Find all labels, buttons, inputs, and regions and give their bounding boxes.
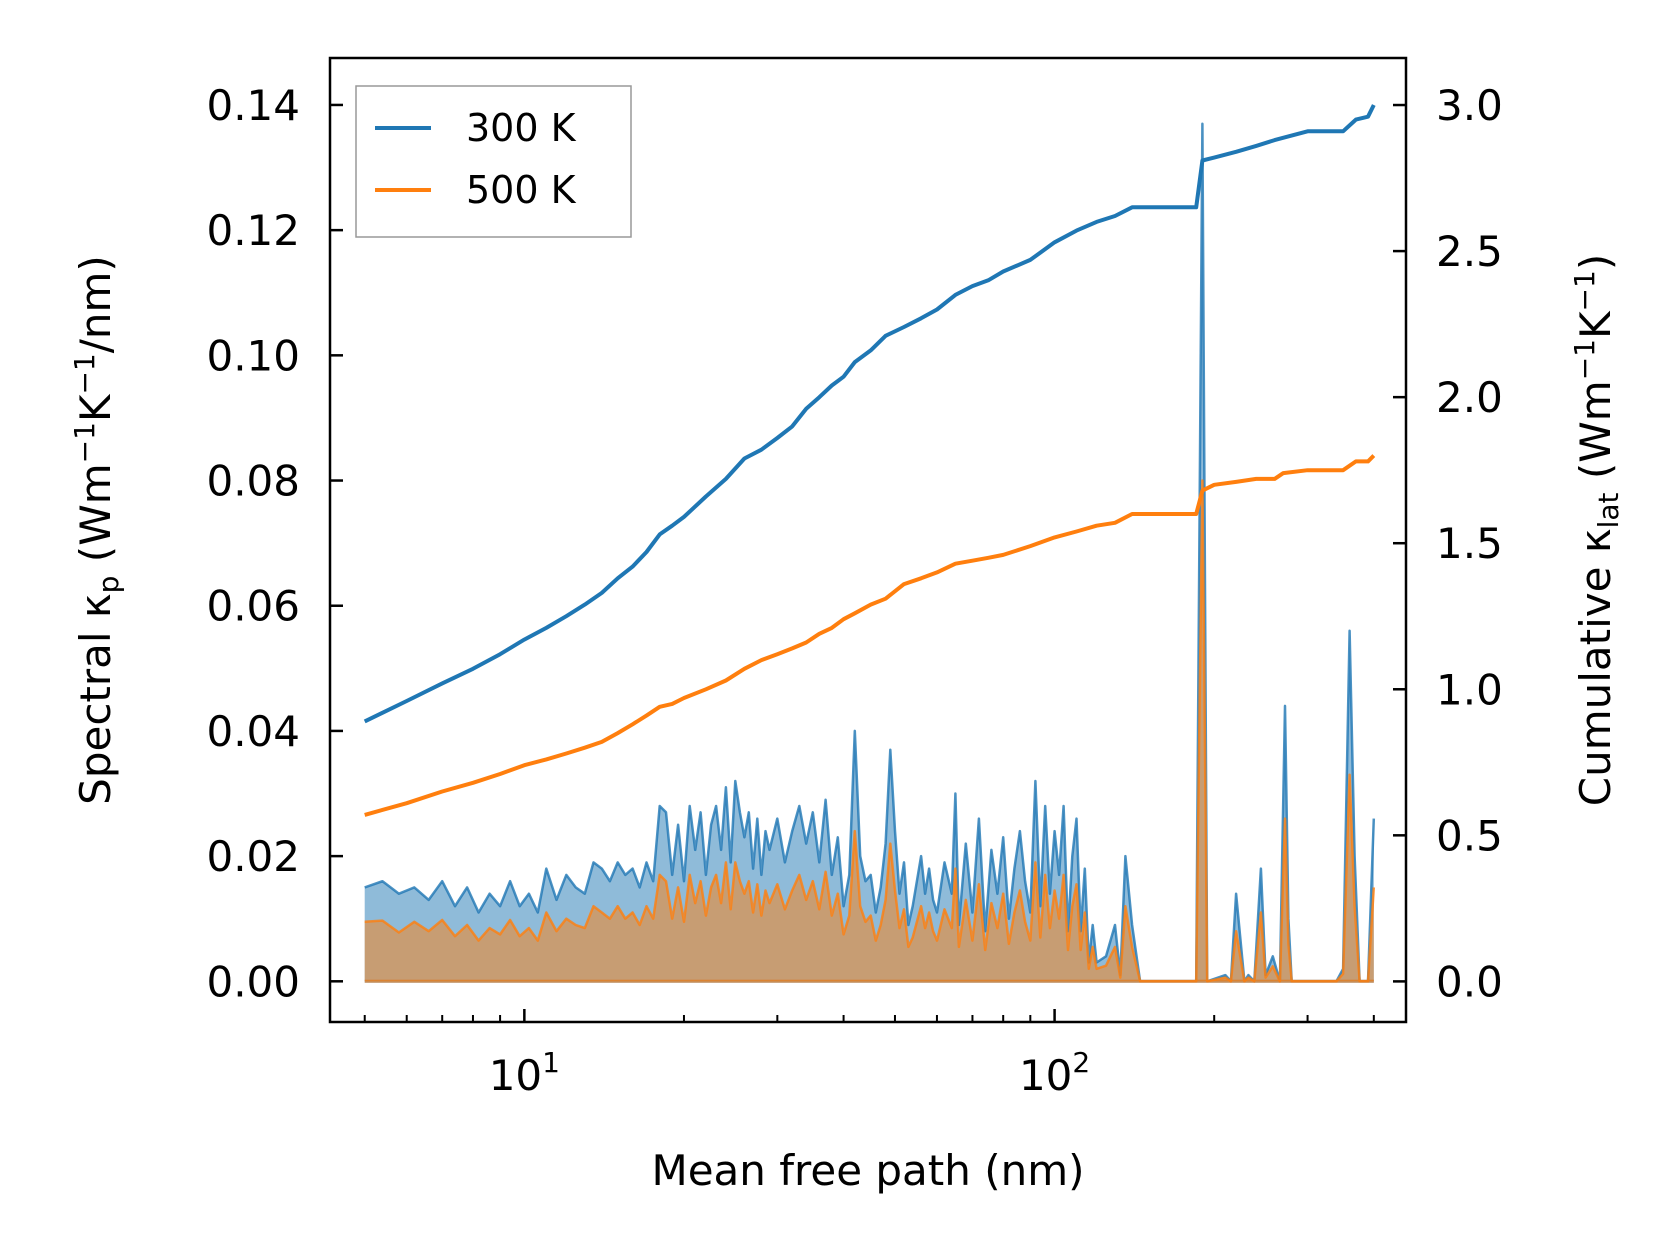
spectral-area-0: [364, 123, 1374, 982]
y-right-tick-label-6: 3.0: [1436, 81, 1503, 130]
y-right-tick-label-3: 1.5: [1436, 519, 1503, 568]
x-tick-label-exp: 1: [542, 1046, 560, 1079]
y-left-tick-label-3: 0.06: [206, 582, 300, 631]
y-right-tick-label-5: 2.5: [1436, 227, 1503, 276]
spectral-fill-group: [364, 122, 1376, 983]
y-left-label-sup1: −1: [68, 422, 101, 463]
y-left-tick-label-6: 0.12: [206, 206, 300, 255]
legend: 300 K 500 K: [355, 85, 632, 238]
y-left-tick-label-5: 0.10: [206, 331, 300, 380]
legend-box: [355, 85, 632, 238]
x-tick-label-0: 101: [489, 1046, 560, 1100]
y-left-label-unit-post: /nm): [71, 255, 120, 353]
y-left-label-main: Spectral κ: [71, 593, 120, 805]
y-left-tick-label-7: 0.14: [206, 81, 300, 130]
y-left-label-unit-pre: (Wm: [71, 463, 120, 575]
y-right-tick-label-2: 1.0: [1436, 665, 1503, 714]
x-tick-label-exp: 2: [1072, 1046, 1090, 1079]
y-right-label-unit-post: ): [1571, 254, 1620, 270]
y-left-label-unit-mid: K: [71, 393, 120, 422]
legend-label-300k: 300 K: [466, 106, 577, 150]
x-tick-label-1: 102: [1019, 1046, 1090, 1100]
legend-label-500k: 500 K: [466, 168, 577, 212]
y-left-tick-label-1: 0.02: [206, 832, 300, 881]
y-left-tick-label-4: 0.08: [206, 457, 300, 506]
cumulative-line-0: [363, 104, 1376, 724]
y-left-tick-label-0: 0.00: [206, 957, 300, 1006]
y-right-label-unit-mid: K: [1571, 310, 1620, 339]
tick-group: 101 1020.000.020.040.060.080.100.120.140.…: [206, 81, 1502, 1100]
y-right-label-sub: lat: [1592, 492, 1625, 528]
plot-frame: [328, 56, 1408, 1024]
y-left-label-sup2: −1: [68, 353, 101, 394]
y-right-tick-label-1: 0.5: [1436, 811, 1503, 860]
y-right-tick-label-0: 0.0: [1436, 957, 1503, 1006]
y-left-tick-label-2: 0.04: [206, 707, 300, 756]
y-right-label-unit-pre: (Wm: [1571, 380, 1620, 492]
y-right-label-main: Cumulative κ: [1571, 528, 1620, 806]
x-axis-label: Mean free path (nm): [651, 1146, 1084, 1195]
x-tick-label-base: 10: [489, 1051, 542, 1100]
y-right-label-sup2: −1: [1568, 270, 1601, 311]
x-tick-label-base: 10: [1019, 1051, 1072, 1100]
y-axis-right-label: Cumulative κlat (Wm−1K−1): [1568, 254, 1625, 806]
y-right-tick-label-4: 2.0: [1436, 373, 1503, 422]
y-right-label-sup1: −1: [1568, 339, 1601, 380]
spectral-area-1: [364, 480, 1374, 982]
cumulative-line-1: [364, 454, 1376, 817]
y-axis-left-label: Spectral κp (Wm−1K−1/nm): [68, 255, 125, 805]
y-left-label-sub: p: [92, 576, 125, 594]
cumulative-line-group: [363, 104, 1376, 817]
